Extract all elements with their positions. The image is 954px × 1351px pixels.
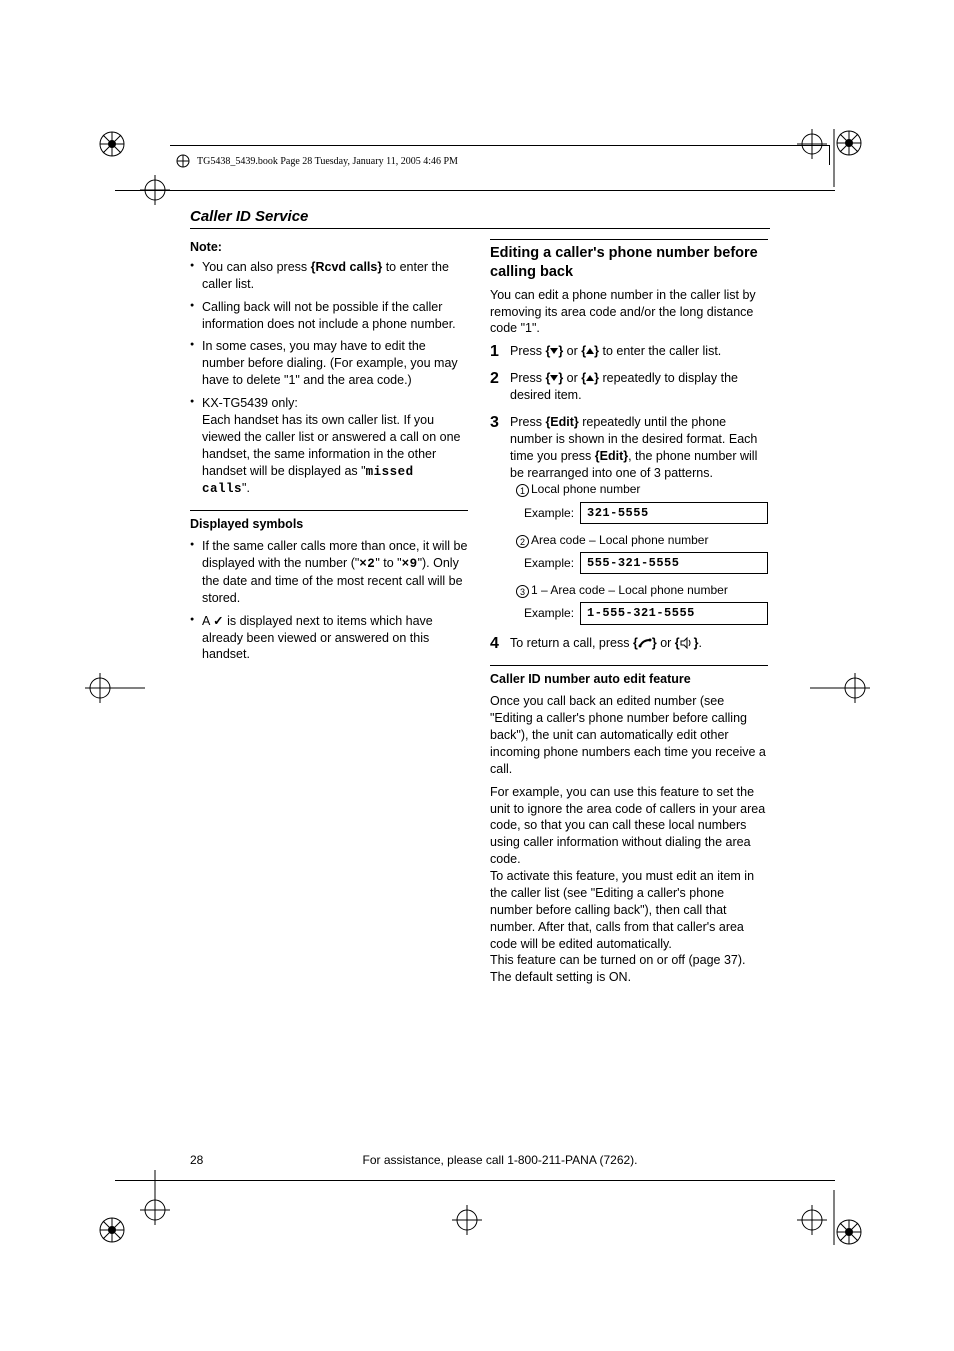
example-box: 1-555-321-5555 (580, 602, 768, 624)
step-3: Press {Edit} repeatedly until the phone … (490, 414, 768, 625)
up-arrow-icon (586, 348, 594, 354)
divider (190, 510, 468, 511)
displayed-symbols-head: Displayed symbols (190, 516, 468, 533)
symbol-note: A ✓ is displayed next to items which hav… (190, 613, 468, 664)
section-title: Caller ID Service (190, 208, 770, 229)
reg-mark-left-mid (85, 673, 145, 706)
page-number: 28 (190, 1153, 230, 1167)
page-footer: 28 For assistance, please call 1-800-211… (190, 1153, 770, 1167)
top-horizontal-rule (115, 190, 835, 191)
example-2: Example: 555-321-5555 (524, 552, 768, 574)
circled-2-icon: 2 (516, 535, 529, 548)
example-box: 555-321-5555 (580, 552, 768, 574)
editing-heading: Editing a caller's phone number before c… (490, 244, 768, 282)
circled-3-icon: 3 (516, 585, 529, 598)
auto-edit-p3: To activate this feature, you must edit … (490, 868, 768, 952)
call-icon (638, 637, 652, 654)
reg-mark-tr-radial (830, 127, 864, 190)
bottom-horizontal-rule (115, 1180, 835, 1181)
pattern-1: 1Local phone number (516, 481, 768, 497)
auto-edit-p1: Once you call back an edited number (see… (490, 693, 768, 777)
divider (490, 665, 768, 666)
auto-edit-p4: This feature can be turned on or off (pa… (490, 952, 768, 986)
reg-mark-bl-radial (97, 1215, 127, 1248)
step-4: To return a call, press {} or {}. (490, 635, 768, 654)
auto-edit-p2: For example, you can use this feature to… (490, 784, 768, 868)
reg-mark-right-mid (810, 673, 870, 706)
reg-mark-br-cross (797, 1205, 827, 1238)
edit-key: {Edit} (545, 415, 578, 429)
pattern-3: 31 – Area code – Local phone number (516, 582, 768, 598)
note-item: You can also press {Rcvd calls} to enter… (190, 259, 468, 293)
step-2: Press {} or {} repeatedly to display the… (490, 370, 768, 404)
up-arrow-icon (586, 375, 594, 381)
reg-mark-top-inner (140, 175, 170, 208)
example-1: Example: 321-5555 (524, 502, 768, 524)
reg-mark-br-radial (830, 1190, 864, 1253)
editing-intro: You can edit a phone number in the calle… (490, 287, 768, 338)
check-icon: ✓ (213, 613, 223, 630)
note-label: Note: (190, 239, 468, 256)
reg-mark-bc (452, 1205, 482, 1238)
auto-edit-head: Caller ID number auto edit feature (490, 671, 768, 688)
speaker-icon (680, 637, 694, 654)
left-column: Note: You can also press {Rcvd calls} to… (190, 239, 468, 992)
rcvd-calls-key: {Rcvd calls} (311, 260, 383, 274)
note-item: In some cases, you may have to edit the … (190, 338, 468, 389)
divider (490, 239, 768, 240)
circled-1-icon: 1 (516, 484, 529, 497)
footer-text: For assistance, please call 1-800-211-PA… (230, 1153, 770, 1167)
header-rule (170, 145, 830, 165)
pattern-2: 2Area code – Local phone number (516, 532, 768, 548)
symbol-note: If the same caller calls more than once,… (190, 538, 468, 607)
note-item: Calling back will not be possible if the… (190, 299, 468, 333)
example-3: Example: 1-555-321-5555 (524, 602, 768, 624)
step-1: Press {} or {} to enter the caller list. (490, 343, 768, 360)
note-item: KX-TG5439 only: Each handset has its own… (190, 395, 468, 498)
edit-key: {Edit} (595, 449, 628, 463)
example-box: 321-5555 (580, 502, 768, 524)
reg-mark-tl (97, 129, 127, 162)
right-column: Editing a caller's phone number before c… (490, 239, 768, 992)
